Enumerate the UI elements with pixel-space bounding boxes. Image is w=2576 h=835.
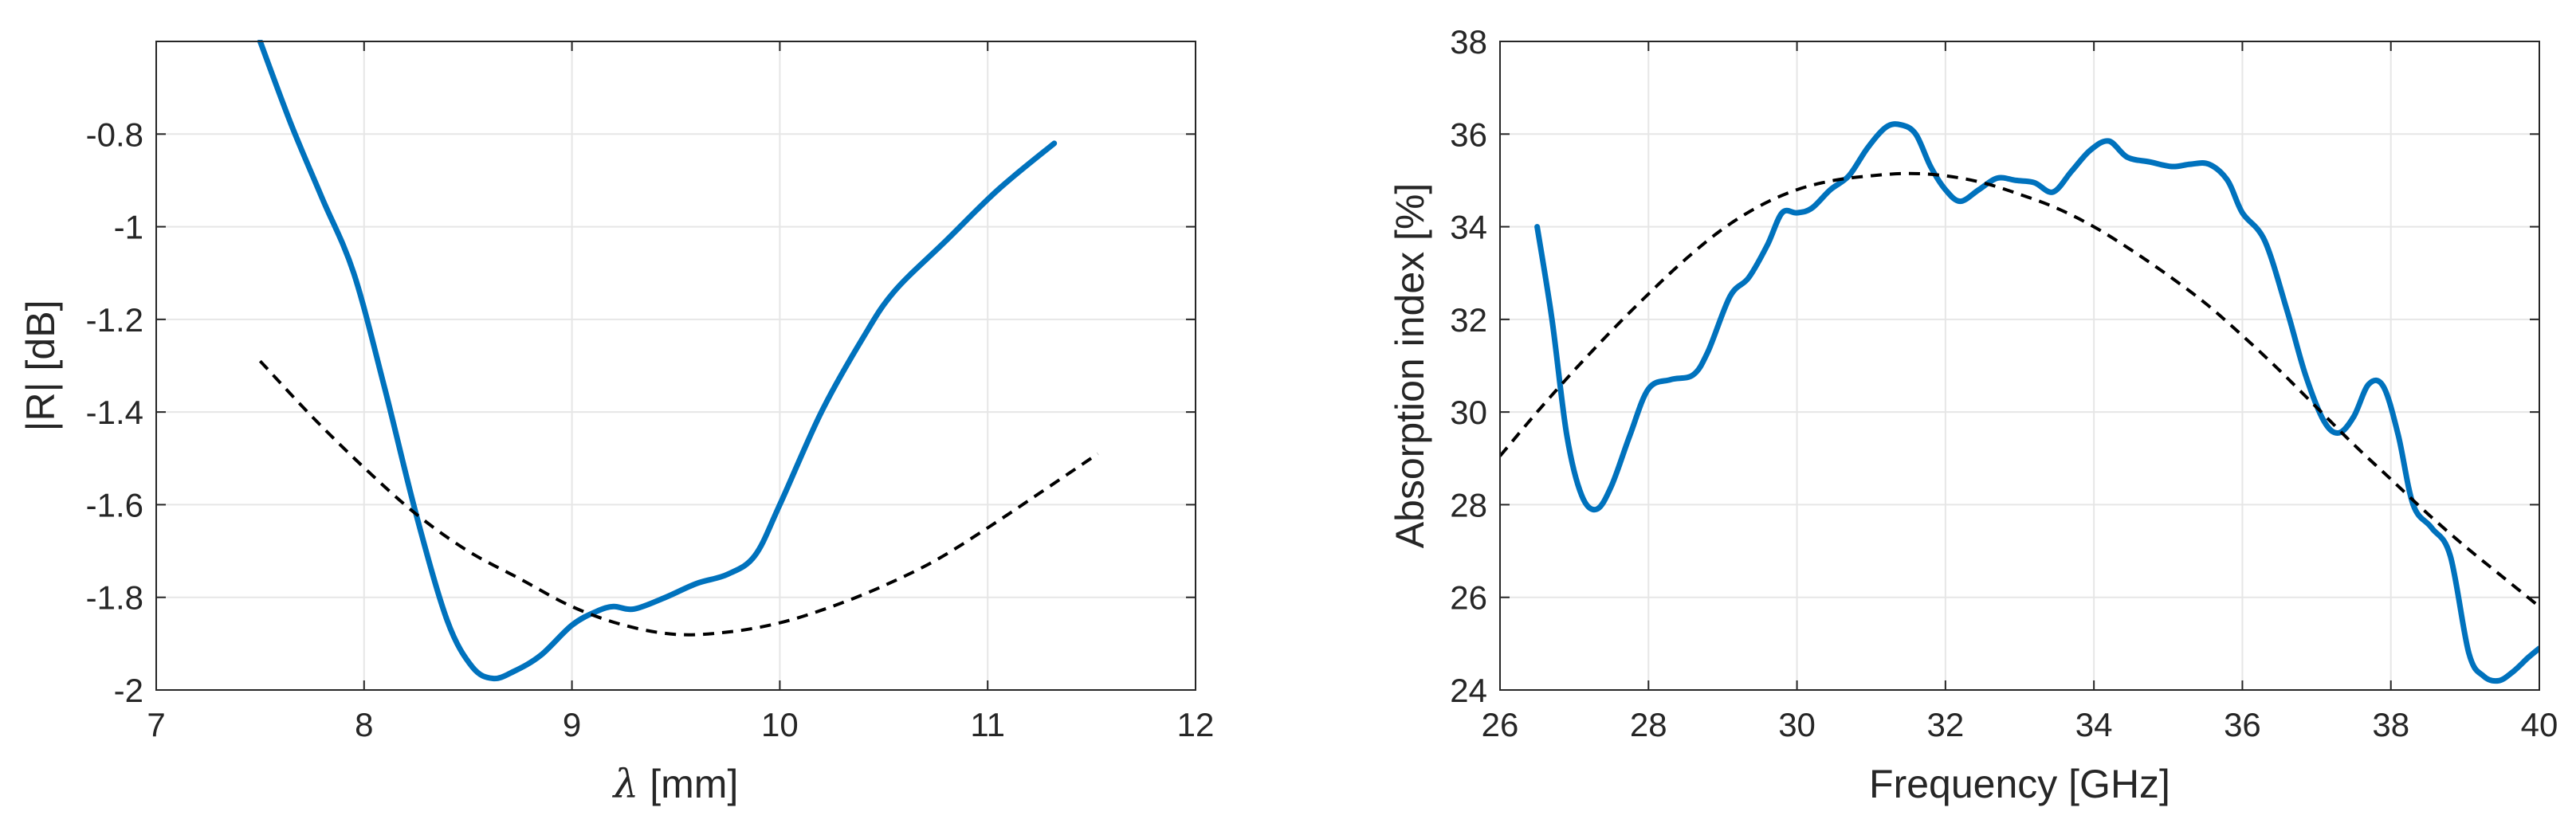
right-solid-series-line — [1534, 121, 2539, 684]
right-axes-box — [1499, 41, 2540, 691]
right-axes-background — [1500, 41, 2539, 690]
right-ytick-label: 38 — [1450, 23, 1487, 61]
left-xtick-label: 12 — [1177, 706, 1215, 743]
left-xtick-label: 11 — [970, 706, 1005, 743]
left-ytick-label: -1 — [114, 209, 143, 246]
right-plot-absorption: 26 28 30 32 34 36 38 402426283032343638Frequenc… — [1388, 23, 2558, 806]
right-ytick-label: 36 — [1450, 116, 1487, 153]
left-ytick-label: -1.4 — [86, 394, 143, 431]
left-axes-box — [155, 41, 1196, 691]
right-ylabel: Absorption index [%] — [1388, 183, 1432, 549]
right-xtick-label: 28 — [1630, 706, 1667, 743]
right-xtick-label: 36 — [2224, 706, 2261, 743]
left-solid-series-line — [257, 40, 1058, 682]
left-ylabel: |R| [dB] — [18, 300, 63, 432]
right-ytick-label: 30 — [1450, 394, 1487, 431]
right-dashed-series-line — [1500, 171, 2539, 608]
left-plot-reflection: 7 8 9 10 11 12 -2 -1.8 -1.6 -1.4 -1.2 -1 -0.8 λ [mm] |… — [18, 40, 1215, 807]
right-xtick-label: 32 — [1926, 706, 1964, 743]
left-xtick-label: 7 — [147, 706, 165, 743]
right-xlabel: Frequency [GHz] — [1869, 762, 2170, 806]
left-ytick-label: -1.2 — [86, 301, 143, 339]
right-xtick-label: 38 — [2372, 706, 2409, 743]
right-ytick-label: 26 — [1450, 579, 1487, 617]
right-ytick-label: 32 — [1450, 301, 1487, 339]
left-xlabel-symbol: λ — [612, 761, 639, 807]
right-ytick-label: 34 — [1450, 209, 1487, 246]
left-grid — [156, 41, 1196, 690]
right-ytick-label: 28 — [1450, 486, 1487, 523]
right-xtick-label: 30 — [1778, 706, 1816, 743]
left-axes-background — [156, 41, 1196, 690]
left-ytick-label: -2 — [114, 672, 143, 709]
left-xtick-label: 10 — [761, 706, 799, 743]
left-xtick-label: 8 — [355, 706, 373, 743]
right-ytick-label: 24 — [1450, 672, 1487, 709]
left-xlabel-unit: [mm] — [638, 762, 738, 806]
right-xtick-label: 34 — [2075, 706, 2113, 743]
right-xtick-label: 26 — [1482, 706, 1519, 743]
left-ytick-label: -0.8 — [86, 116, 143, 153]
left-xlabel: λ [mm] — [612, 761, 739, 807]
left-ytick-label: -1.6 — [86, 486, 143, 523]
left-ytick-label: -1.8 — [86, 579, 143, 617]
right-xtick-label: 40 — [2521, 706, 2558, 743]
left-dashed-series-line — [258, 359, 1099, 637]
left-xtick-label: 9 — [563, 706, 581, 743]
